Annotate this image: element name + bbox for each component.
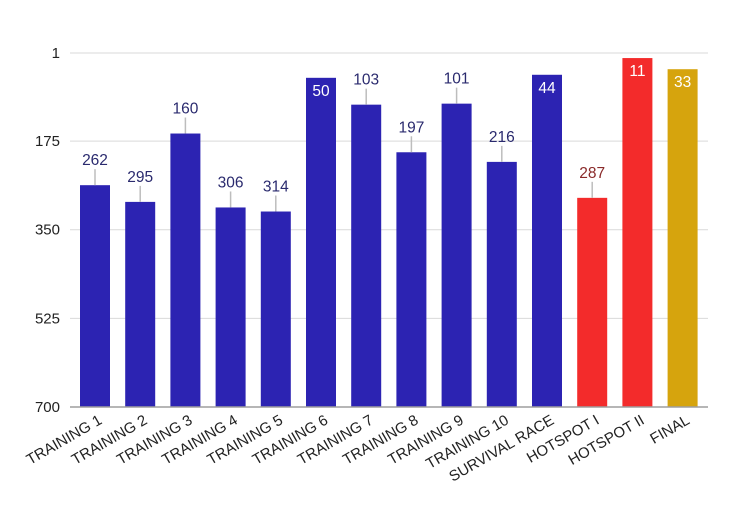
bars <box>80 58 698 408</box>
y-axis-ticks: 1 175 350 525 700 <box>35 45 60 416</box>
data-label: 44 <box>538 80 556 97</box>
bar <box>80 185 110 407</box>
bar <box>306 77 336 407</box>
x-tick-label: FINAL <box>647 412 692 448</box>
bar <box>260 211 291 407</box>
bar <box>486 161 517 407</box>
data-label: 197 <box>398 119 424 136</box>
bar <box>170 133 201 407</box>
y-tick-label: 350 <box>35 222 60 239</box>
data-label: 101 <box>444 71 470 88</box>
bar <box>351 104 382 408</box>
bar <box>577 197 608 407</box>
bar <box>532 74 562 407</box>
y-tick-label: 525 <box>35 310 60 327</box>
data-label: 11 <box>629 63 645 80</box>
data-label: 216 <box>489 129 515 146</box>
y-tick-label: 1 <box>52 45 60 62</box>
bar <box>667 69 698 408</box>
data-label: 50 <box>312 83 330 100</box>
gridlines <box>70 52 708 319</box>
data-label: 262 <box>82 152 108 169</box>
data-label: 103 <box>353 72 379 89</box>
bar <box>396 152 427 407</box>
bar <box>622 58 653 407</box>
data-label: 314 <box>263 179 289 196</box>
data-label: 287 <box>579 165 605 182</box>
bar <box>125 201 156 407</box>
y-tick-label: 175 <box>35 133 60 150</box>
bar <box>441 103 472 408</box>
data-label: 160 <box>172 101 198 118</box>
y-tick-label: 700 <box>35 399 60 416</box>
data-label: 33 <box>674 74 691 91</box>
data-label: 295 <box>127 169 153 186</box>
data-label: 306 <box>218 174 244 191</box>
data-labels: 262 295 160 306 314 50 103 197 101 216 44 287 11 33 <box>82 63 691 212</box>
bar <box>215 207 246 407</box>
